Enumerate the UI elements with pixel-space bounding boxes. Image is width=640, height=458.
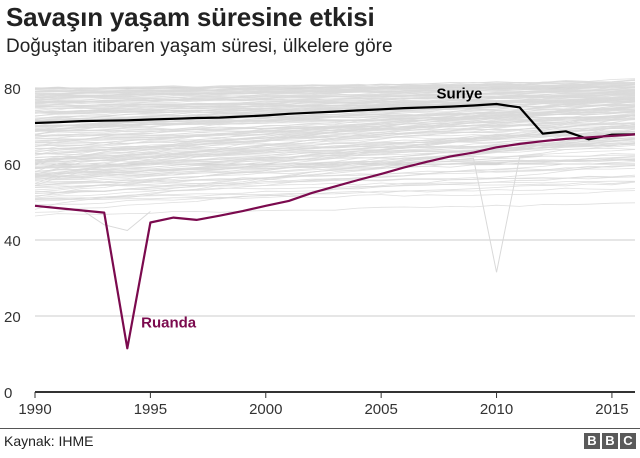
y-tick-label: 60 (4, 157, 21, 174)
country-line (34, 115, 636, 162)
country-line (34, 114, 636, 185)
country-line (34, 138, 636, 177)
country-line (34, 176, 636, 183)
country-line (34, 176, 636, 188)
country-line (34, 190, 636, 201)
country-line (34, 114, 636, 127)
country-line (80, 209, 151, 232)
country-line (34, 202, 636, 217)
y-tick-label: 0 (4, 385, 12, 402)
x-tick-label: 2000 (249, 401, 282, 418)
y-tick-label: 20 (4, 309, 21, 326)
country-line (34, 181, 636, 193)
country-line (34, 131, 636, 163)
bbc-logo-letter: C (620, 433, 636, 449)
footer-divider (0, 428, 640, 429)
country-line (34, 89, 636, 103)
x-tick-label: 1995 (134, 401, 167, 418)
country-line (34, 106, 636, 156)
chart-title: Savaşın yaşam süresine etkisi (6, 2, 375, 32)
country-line (34, 89, 636, 104)
country-line (34, 104, 636, 113)
country-line (34, 132, 636, 163)
country-line (34, 161, 636, 210)
bbc-logo-letter: B (602, 433, 618, 449)
country-line (34, 112, 636, 166)
country-line (34, 139, 636, 193)
country-line (34, 87, 635, 94)
country-line (34, 165, 636, 213)
syria-line (34, 102, 636, 141)
country-line (34, 132, 636, 197)
country-line (34, 181, 636, 205)
country-line (34, 130, 636, 163)
syria-label: Suriye (437, 86, 483, 103)
rwanda-line (34, 133, 636, 350)
country-line (34, 142, 636, 155)
country-line (34, 90, 636, 99)
country-line (34, 119, 636, 140)
x-tick-label: 2010 (480, 401, 513, 418)
country-line (34, 84, 636, 91)
country-line (34, 149, 636, 179)
country-line (34, 84, 636, 96)
x-tick-label: 2015 (595, 401, 628, 418)
bbc-logo: B B C (584, 433, 636, 449)
y-tick-label: 40 (4, 233, 21, 250)
country-line (34, 118, 636, 180)
country-line (34, 81, 636, 90)
bbc-logo-letter: B (584, 433, 600, 449)
country-line (34, 94, 636, 114)
country-line (450, 155, 543, 273)
x-tick-label: 2005 (364, 401, 397, 418)
chart-subtitle: Doğuştan itibaren yaşam süresi, ülkelere… (6, 36, 393, 57)
country-line (34, 158, 636, 175)
country-line (34, 132, 636, 144)
country-line (34, 174, 636, 201)
country-line (34, 180, 636, 188)
country-line (34, 187, 636, 200)
line-chart: 0 20 40 60 80 Suriye Ruanda 1990 1995 2000 2005 201… (4, 78, 636, 418)
country-line (34, 92, 636, 107)
country-line (34, 111, 636, 123)
country-line (34, 130, 636, 158)
y-tick-label: 80 (4, 81, 21, 98)
country-line (34, 153, 636, 177)
country-line (34, 98, 636, 120)
country-line (34, 106, 636, 151)
country-line (34, 83, 636, 93)
rwanda-label: Ruanda (141, 314, 197, 331)
country-line (34, 112, 636, 128)
source-label: Kaynak: IHME (4, 433, 94, 449)
country-line (34, 97, 636, 124)
country-line (34, 92, 636, 113)
country-line (34, 101, 635, 130)
x-tick-label: 1990 (18, 401, 51, 418)
